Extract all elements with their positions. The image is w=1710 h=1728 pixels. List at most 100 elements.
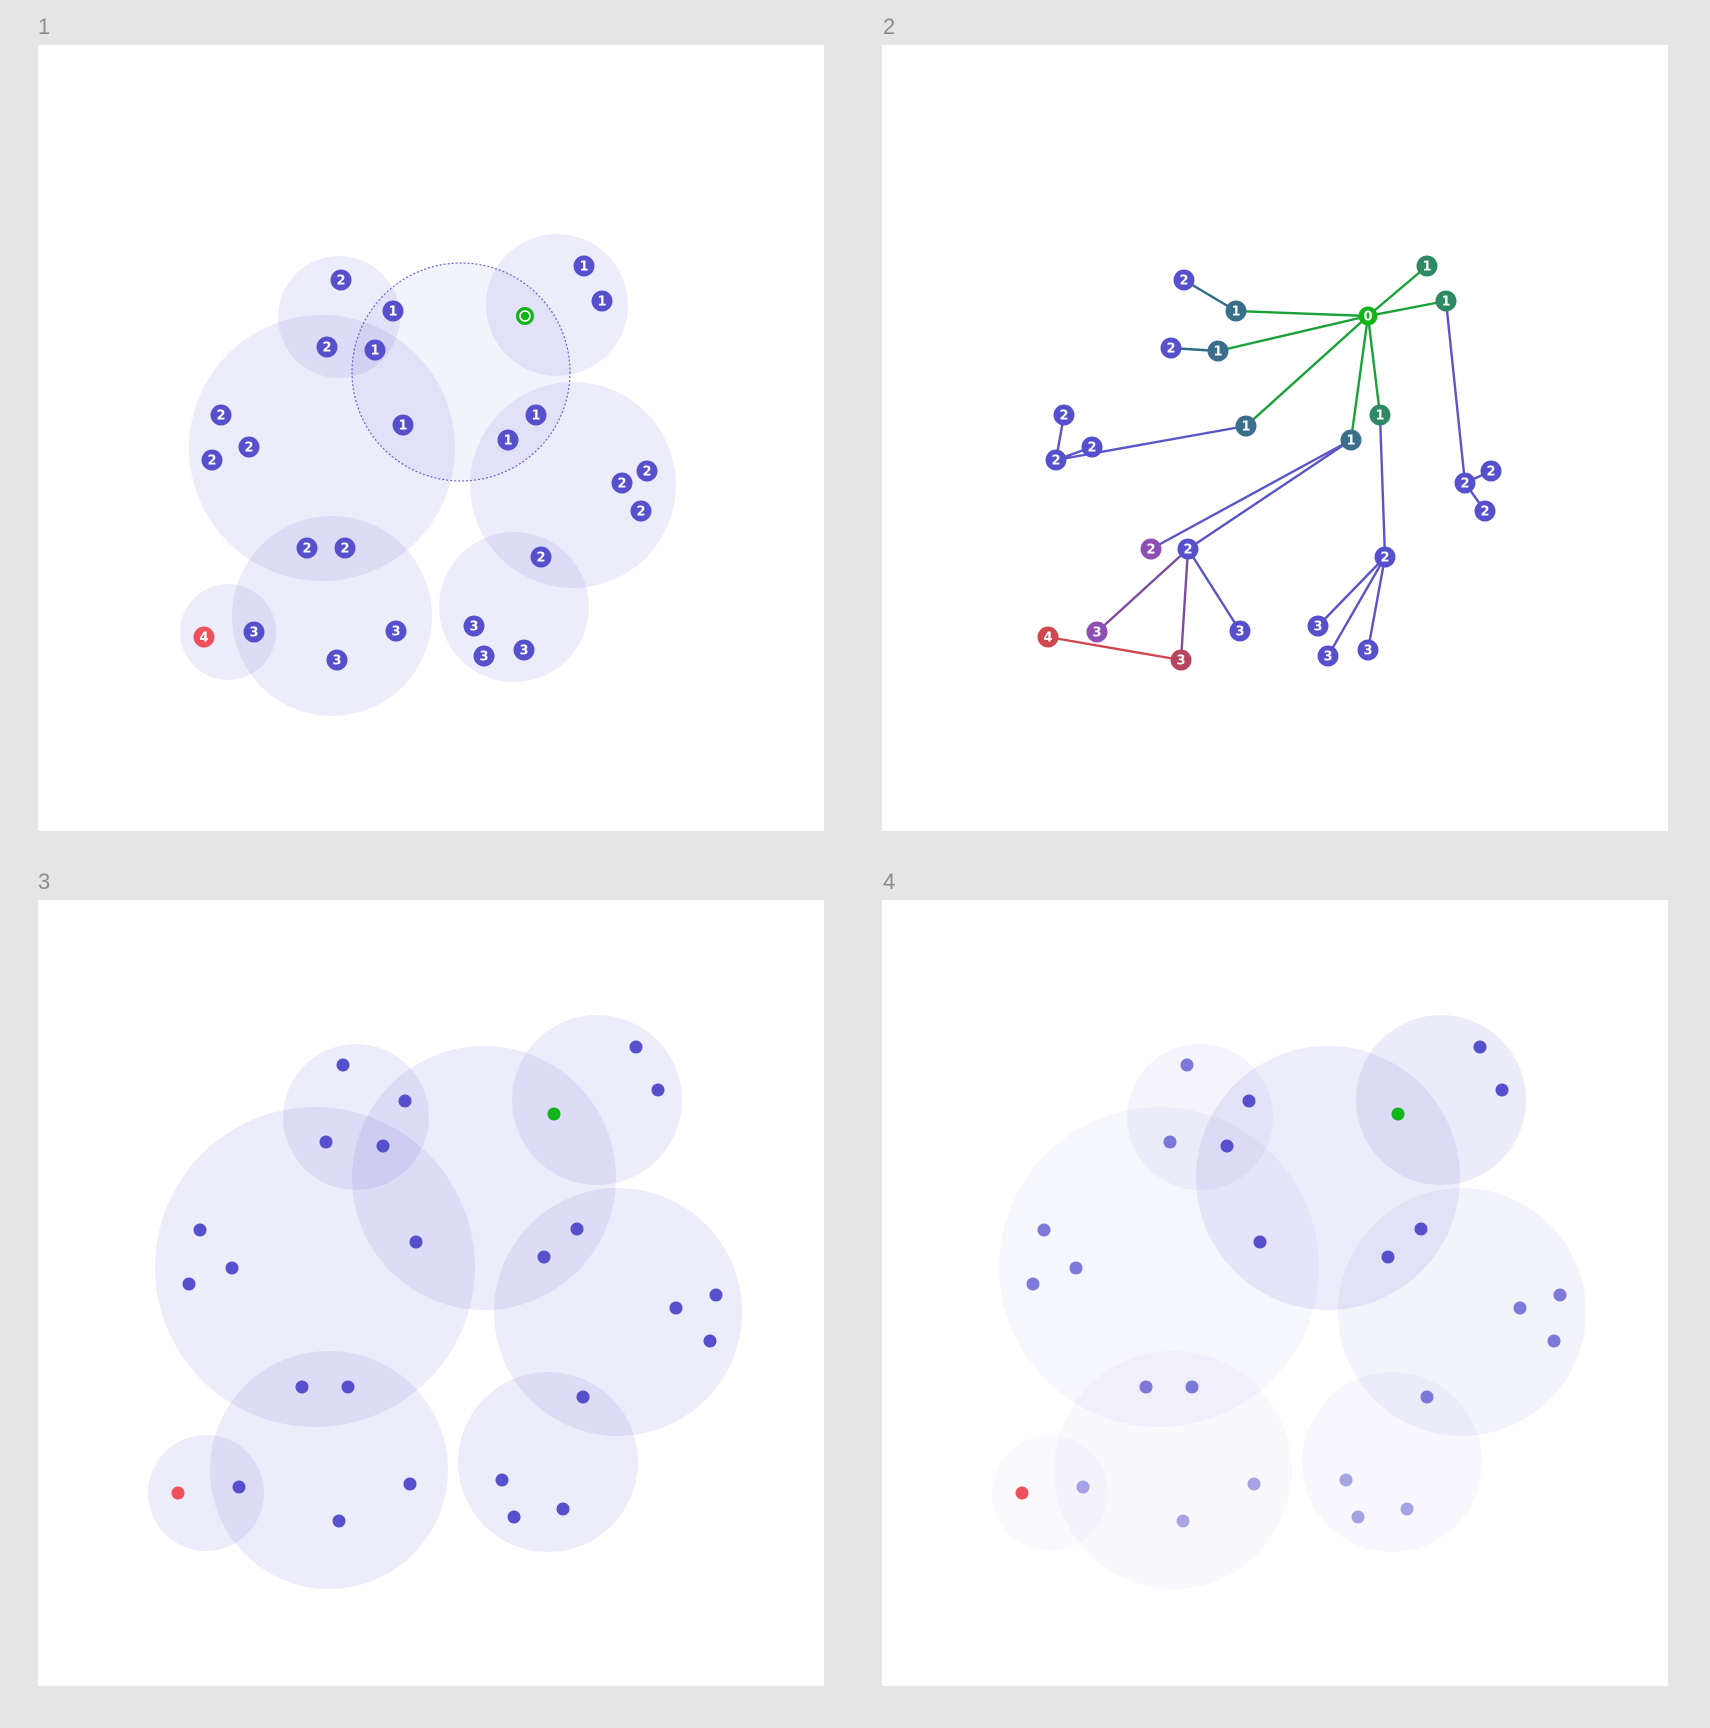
node-marker: [1435, 290, 1457, 312]
node-marker: [591, 290, 613, 312]
faded-coverage-diagram: [999, 1015, 1586, 1589]
node-marker: [243, 621, 265, 643]
hop-node-e2: 2: [201, 449, 223, 471]
faded-dot-g1: [1139, 1380, 1153, 1394]
panel-coverage-circles: [38, 900, 824, 1686]
faded-dot-h2: [1176, 1514, 1190, 1528]
tree-node-e3: 2: [1081, 436, 1103, 458]
node-marker: [1086, 621, 1108, 643]
faded-dot-g2: [1185, 1380, 1199, 1394]
tree-node-d1: 2: [1173, 269, 1195, 291]
coverage-circle-tr: [512, 1015, 682, 1185]
tree-hop-label: 3: [1235, 625, 1244, 640]
hop-node-a1: 1: [573, 255, 595, 277]
tree-edge-g2-h3: [1095, 547, 1190, 634]
coverage-circle-diagram: [148, 1015, 742, 1589]
dot-h4: [403, 1477, 417, 1491]
tree-node-i3: 3: [1357, 639, 1379, 661]
tree-hop-label: 2: [1059, 409, 1068, 424]
hop-node-d1: 2: [330, 269, 352, 291]
faded-dot-f2: [1553, 1288, 1567, 1302]
tree-node-t: 4: [1037, 626, 1059, 648]
hop-label: 3: [391, 625, 400, 640]
tree-hop-label: 3: [1176, 654, 1185, 669]
hop-label: 2: [216, 409, 225, 424]
node-marker: [1045, 449, 1067, 471]
tree-node-a2: 1: [1435, 290, 1457, 312]
hop-node-i1: 3: [463, 615, 485, 637]
node-marker: [1317, 645, 1339, 667]
tree-node-c2: 1: [1369, 404, 1391, 426]
tree-node-i1: 3: [1307, 615, 1329, 637]
node-marker: [636, 460, 658, 482]
tree-node-b1: 1: [1225, 300, 1247, 322]
tree-node-h1: 2: [1374, 546, 1396, 568]
hop-node-f1: 2: [611, 472, 633, 494]
faded-dot-h1: [1420, 1390, 1434, 1404]
tree-node-b3: 1: [1235, 415, 1257, 437]
dot-b3: [409, 1235, 423, 1249]
dot-i2: [507, 1510, 521, 1524]
hop-node-d2: 2: [316, 336, 338, 358]
tree-node-h2: 3: [1170, 649, 1192, 671]
root-node-marker: [1358, 306, 1378, 326]
panel-number-2: 2: [883, 14, 896, 39]
faded-dot-f3: [1547, 1334, 1561, 1348]
faded-dot-a2: [1495, 1083, 1509, 1097]
tree-node-e2: 2: [1045, 449, 1067, 471]
tree-hop-label: 3: [1363, 644, 1372, 659]
node-marker: [1454, 472, 1476, 494]
hop-node-s: [516, 307, 534, 325]
tree-hop-label: 2: [1486, 465, 1495, 480]
coverage-circle-br: [458, 1372, 638, 1552]
coverage-circle: [189, 315, 455, 581]
hop-node-e1: 2: [210, 404, 232, 426]
node-marker: [1037, 626, 1059, 648]
dot-f1: [669, 1301, 683, 1315]
coverage-circle-big: [155, 1107, 475, 1427]
faded-dot-i2: [1351, 1510, 1365, 1524]
tree-edge-s-a2: [1366, 299, 1448, 318]
faded-dot-i1: [1339, 1473, 1353, 1487]
hop-node-t: 4: [193, 626, 215, 648]
dot-h3: [232, 1480, 246, 1494]
faded-circle-small: [1127, 1044, 1273, 1190]
hop-node-b2: 1: [364, 339, 386, 361]
faded-dot-b1: [1242, 1094, 1256, 1108]
tree-edge-h1-i1: [1316, 555, 1387, 628]
dot-i3: [556, 1502, 570, 1516]
tree-node-i2: 3: [1317, 645, 1339, 667]
hop-node-g1: 2: [296, 537, 318, 559]
node-marker: [334, 537, 356, 559]
tree-edge-h1-i3: [1366, 555, 1387, 652]
hop-node-h1: 2: [530, 546, 552, 568]
faded-dot-b3: [1253, 1235, 1267, 1249]
coverage-circle-bottom: [210, 1351, 448, 1589]
hop-label: 2: [207, 454, 216, 469]
tree-hop-label: 1: [1422, 260, 1431, 275]
node-marker: [463, 615, 485, 637]
panel-number-1: 1: [38, 14, 51, 39]
node-marker: [201, 449, 223, 471]
tree-edge-c1-g2: [1186, 438, 1353, 551]
search-radius-circle: [351, 262, 571, 482]
faded-dot-c2: [1414, 1222, 1428, 1236]
hop-label: 2: [642, 465, 651, 480]
dot-b2: [376, 1139, 390, 1153]
hop-label: 1: [579, 260, 588, 275]
tree-node-s: 0: [1358, 306, 1378, 326]
node-marker: [326, 649, 348, 671]
hop-node-h2: 3: [326, 649, 348, 671]
node-marker: [382, 300, 404, 322]
faded-dot-e2: [1026, 1277, 1040, 1291]
dot-g1: [295, 1380, 309, 1394]
hop-label: 1: [370, 344, 379, 359]
faded-dot-s: [1391, 1107, 1405, 1121]
hop-label: 2: [536, 551, 545, 566]
hop-label: 2: [322, 341, 331, 356]
tree-edge-s-c1: [1349, 314, 1370, 442]
node-marker: [1053, 404, 1075, 426]
coverage-circle-small: [283, 1044, 429, 1190]
panel-number-3: 3: [38, 869, 51, 894]
